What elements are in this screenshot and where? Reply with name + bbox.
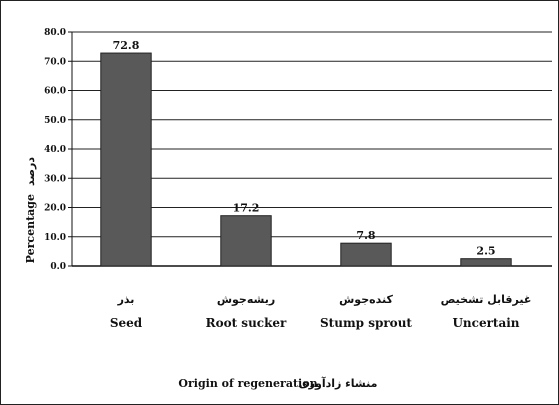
value-label: 7.8 <box>356 229 375 242</box>
y-tick-label: 70.0 <box>44 57 66 67</box>
category-label-fa: بذر <box>117 293 135 306</box>
category-label: Stump sprout <box>320 316 412 330</box>
category-label: Uncertain <box>452 316 519 330</box>
category-label-fa: کنده‌جوش <box>339 293 393 306</box>
x-axis-label: Origin of regeneration <box>178 377 317 390</box>
bar-seed <box>100 52 152 267</box>
y-axis-title: Percentage درصد <box>24 157 37 264</box>
y-tick-label: 10.0 <box>44 233 66 243</box>
y-axis-ticks: 0.0 10.0 20.0 30.0 40.0 50.0 60.0 70.0 80.0 <box>44 28 72 272</box>
bar-uncertain <box>460 258 512 267</box>
value-labels: 72.8 17.2 7.8 2.5 <box>113 39 496 258</box>
category-label-fa: غیرقابل تشخیص <box>441 293 532 306</box>
y-tick-label: 60.0 <box>44 87 66 97</box>
category-label-fa: ریشه‌جوش <box>217 293 275 306</box>
category-label: Root sucker <box>206 316 287 330</box>
bars <box>100 52 512 267</box>
value-label: 2.5 <box>476 245 495 258</box>
bar-root-sucker <box>220 215 272 267</box>
y-tick-label: 40.0 <box>44 145 66 155</box>
bar-stump-sprout <box>340 242 392 267</box>
y-axis-label-fa: درصد <box>24 157 37 186</box>
x-axis-label-fa: منشاء زادآوری <box>299 376 378 390</box>
y-tick-label: 20.0 <box>44 204 66 214</box>
category-labels: بذر Seed ریشه‌جوش Root sucker کنده‌جوش Stump … <box>110 293 532 330</box>
gridlines <box>72 31 552 238</box>
category-label: Seed <box>110 316 143 330</box>
y-tick-label: 0.0 <box>50 262 66 272</box>
value-label: 17.2 <box>233 202 260 215</box>
y-axis-label: Percentage <box>24 194 37 263</box>
y-tick-label: 50.0 <box>44 116 66 126</box>
value-label: 72.8 <box>113 39 140 52</box>
y-tick-label: 80.0 <box>44 28 66 38</box>
y-tick-label: 30.0 <box>44 174 66 184</box>
